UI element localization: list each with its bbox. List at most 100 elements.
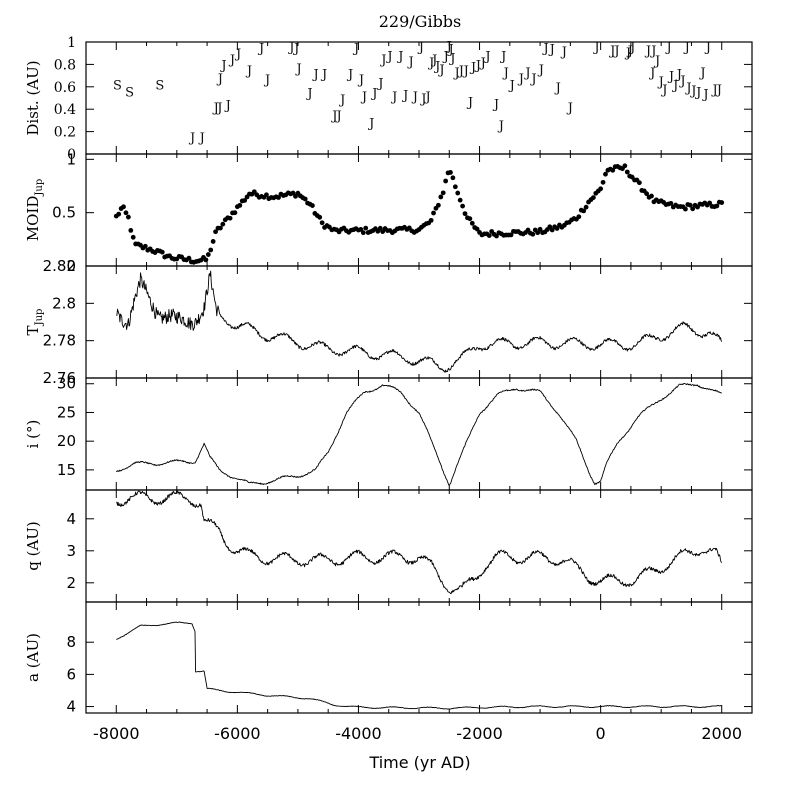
encounter-label: J [305, 86, 312, 101]
encounter-label: J [474, 58, 481, 73]
moid-point [636, 180, 642, 186]
encounter-label: J [664, 40, 671, 55]
moid-point [452, 184, 458, 190]
encounter-label: J [523, 66, 530, 81]
moid-point [220, 221, 226, 227]
y-tick-label: 2.82 [43, 257, 76, 275]
y-tick-label: 30 [57, 375, 76, 393]
panel-frame [85, 489, 753, 603]
y-tick-label: 25 [57, 403, 76, 421]
encounter-label: J [417, 40, 424, 55]
y-axis-label: MOIDJup [24, 179, 45, 241]
moid-point [530, 231, 536, 237]
moid-point [624, 169, 630, 175]
encounter-label: J [466, 95, 473, 110]
moid-point [583, 204, 589, 210]
encounter-label: J [710, 83, 717, 98]
encounter-label: J [462, 64, 469, 79]
encounter-label: J [407, 55, 414, 70]
moid-point [486, 233, 492, 239]
y-axis-label: i (°) [24, 420, 42, 449]
encounter-label: J [508, 79, 515, 94]
encounter-label: J [367, 117, 374, 132]
encounter-label: J [188, 131, 195, 146]
encounter-label: J [612, 44, 619, 59]
moid-point [537, 226, 543, 232]
encounter-label: S [155, 79, 164, 94]
encounter-label: J [437, 63, 444, 78]
moid-point [450, 175, 456, 181]
encounter-label: J [529, 72, 536, 87]
moid-point [360, 230, 366, 236]
encounter-label: J [311, 67, 318, 82]
moid-point [159, 249, 165, 255]
moid-point [130, 234, 136, 240]
moid-point [649, 193, 654, 199]
panel-frame [85, 153, 753, 267]
panel-frame [85, 377, 753, 491]
moid-point [125, 214, 131, 220]
y-tick-label: 0.5 [52, 204, 76, 222]
encounter-label: J [483, 49, 490, 64]
encounter-label: J [257, 42, 264, 57]
encounter-label: S [113, 79, 122, 94]
encounter-label: J [675, 67, 682, 82]
moid-point [474, 226, 480, 232]
moid-point [123, 210, 129, 216]
encounter-label: J [292, 42, 299, 57]
encounter-label: J [671, 79, 678, 94]
y-tick-label: 0.2 [54, 125, 76, 141]
moid-point [186, 255, 192, 261]
x-tick-label: -2000 [456, 724, 503, 743]
encounter-label: J [608, 44, 615, 59]
moid-point [707, 200, 713, 206]
series-line [116, 490, 723, 595]
encounter-label: J [560, 45, 567, 60]
encounter-label: J [667, 70, 674, 85]
encounter-label: J [517, 72, 524, 87]
moid-point [714, 203, 720, 209]
moid-point [600, 179, 606, 185]
encounter-label: J [626, 44, 633, 59]
moid-point [690, 206, 696, 212]
moid-point [460, 203, 465, 209]
encounter-label: J [566, 101, 573, 116]
encounter-label: J [499, 49, 506, 64]
moid-point [205, 252, 211, 257]
y-tick-label: 2.8 [52, 294, 76, 312]
y-tick-label: 2 [66, 574, 76, 592]
moid-point [435, 202, 441, 208]
encounter-label: J [352, 42, 359, 57]
moid-point [457, 197, 463, 203]
y-tick-label: 3 [66, 542, 76, 560]
panel-1: 0 0.5 1 MOIDJup [24, 150, 753, 275]
encounter-label: J [502, 66, 509, 81]
encounter-label: J [689, 84, 696, 99]
moid-point [242, 198, 248, 203]
encounter-label: J [215, 101, 222, 116]
series-line [116, 270, 723, 373]
encounter-label: J [649, 44, 656, 59]
encounter-label: J [592, 40, 599, 55]
moid-point [237, 202, 243, 208]
panel-3: 15 20 25 30 i (°) [24, 375, 753, 491]
encounter-label: J [694, 85, 701, 100]
y-axis-label: a (AU) [24, 633, 42, 682]
y-tick-label: 0.4 [54, 102, 76, 118]
encounter-label: J [263, 73, 270, 88]
y-tick-label: 4 [66, 698, 76, 716]
moid-point [610, 167, 616, 173]
encounter-label: J [657, 75, 664, 90]
y-tick-label: 0.8 [54, 57, 76, 73]
y-axis-label: q (AU) [24, 521, 42, 571]
x-tick-label: 2000 [701, 724, 742, 743]
moid-point [443, 178, 449, 184]
encounter-label: J [701, 88, 708, 103]
y-tick-label: 1 [66, 150, 76, 168]
moid-point [687, 202, 693, 208]
encounter-label: J [698, 66, 705, 81]
moid-point [431, 210, 436, 216]
panel-5: 4 6 8 a (AU) -8000 -6000 -4000 -2000 0 2000 [24, 601, 753, 743]
